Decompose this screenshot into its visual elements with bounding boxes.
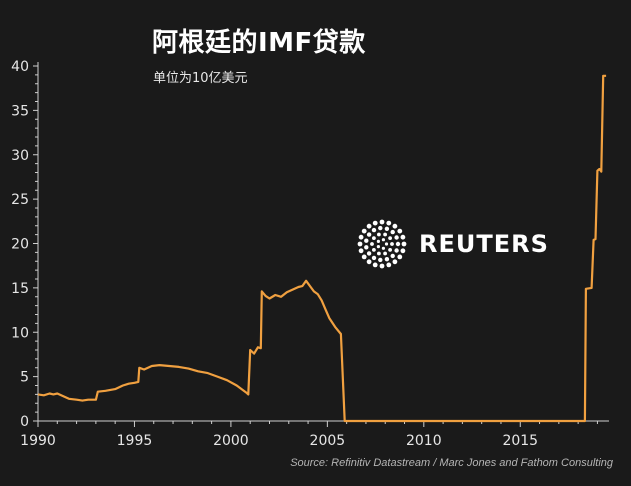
logo-dot [383, 251, 387, 256]
logo-dot [386, 220, 392, 226]
logo-dot [376, 239, 380, 243]
logo-dot [361, 228, 367, 234]
tick-labels: 0 5 10 15 20 25 30 35 40 1990 1995 2000 2005 2010 2015 [11, 59, 538, 449]
reuters-watermark: REUTERS [419, 230, 549, 258]
x-tick-label: 2015 [502, 433, 538, 449]
reuters-logo-icon [357, 219, 407, 269]
logo-dot [400, 248, 406, 254]
y-tick-label: 20 [11, 237, 29, 253]
logo-dot [394, 248, 399, 253]
logo-dot [394, 235, 399, 240]
logo-dot [383, 232, 387, 237]
logo-dot [377, 251, 381, 256]
logo-dot [400, 234, 406, 240]
logo-dot [370, 242, 374, 246]
logo-dot [390, 229, 395, 235]
logo-dot [384, 226, 390, 231]
series-line [37, 74, 607, 423]
y-tick-label: 15 [11, 281, 29, 297]
logo-dot [378, 225, 383, 231]
y-tick-label: 30 [11, 148, 29, 164]
x-tick-label: 1995 [117, 433, 153, 449]
logo-dot [376, 245, 380, 249]
logo-dot [361, 254, 367, 260]
y-tick-label: 0 [20, 414, 29, 430]
logo-dot [372, 220, 378, 226]
chart-subtitle: 单位为10亿美元 [153, 71, 248, 86]
logo-dot [366, 223, 372, 229]
chart-source: Source: Refinitiv Datastream / Marc Jone… [290, 457, 613, 469]
logo-dot [388, 236, 392, 241]
y-tick-label: 5 [20, 370, 29, 386]
logo-dot [390, 242, 394, 246]
logo-dot [392, 259, 398, 265]
x-tick-label: 2005 [310, 433, 346, 449]
chart-title: 阿根廷的IMF贷款 [152, 28, 366, 58]
logo-dot [384, 242, 389, 246]
logo-dot [357, 241, 363, 247]
y-tick-label: 40 [11, 59, 29, 75]
logo-dot [366, 259, 372, 265]
logo-dot [384, 257, 390, 262]
logo-dot [371, 227, 377, 233]
logo-dot [378, 257, 383, 263]
y-tick-label: 10 [11, 325, 29, 341]
logo-dot [381, 238, 385, 242]
y-tick-label: 25 [11, 192, 29, 208]
logo-dot [397, 228, 403, 234]
logo-dot [390, 253, 395, 259]
y-tick-label: 35 [11, 103, 29, 119]
logo-dot [401, 241, 407, 247]
logo-dot [358, 248, 364, 254]
logo-dot [377, 232, 381, 237]
x-tick-label: 1990 [20, 433, 56, 449]
logo-dot [364, 245, 369, 250]
logo-dot [379, 263, 385, 269]
logo-dot [392, 223, 398, 229]
logo-dot [372, 236, 376, 241]
logo-dot [381, 246, 385, 250]
logo-dot [386, 262, 392, 268]
logo-dot [395, 241, 401, 247]
logo-dot [379, 219, 385, 225]
logo-dot [366, 232, 372, 237]
logo-dot [372, 248, 376, 252]
logo-dot [397, 254, 403, 260]
logo-dot [366, 251, 372, 256]
logo-dot [358, 234, 364, 240]
logo-dot [388, 248, 392, 252]
x-tick-label: 2000 [213, 433, 249, 449]
logo-dot [371, 255, 377, 261]
logo-dot [364, 238, 369, 243]
series-group [37, 74, 607, 423]
x-tick-label: 2010 [406, 433, 442, 449]
logo-dot [372, 262, 378, 268]
